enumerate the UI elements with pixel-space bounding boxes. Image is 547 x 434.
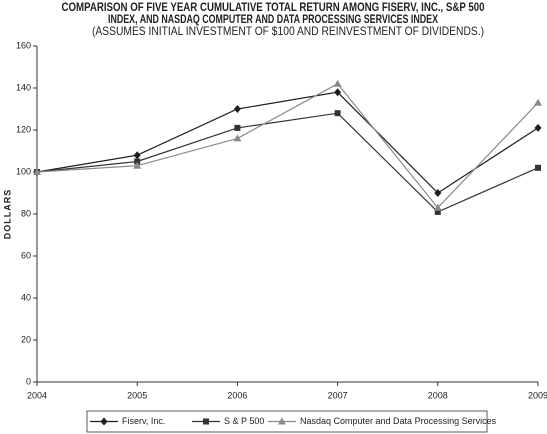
marker: [100, 417, 108, 426]
legend-label: S & P 500: [224, 416, 264, 426]
y-tick-label: 40: [21, 292, 31, 302]
series-line: [36, 112, 539, 213]
legend-label: Fiserv, Inc.: [122, 416, 165, 426]
x-tick-label: 2009: [528, 390, 547, 400]
marker: [233, 105, 241, 113]
x-tick-label: 2008: [428, 390, 448, 400]
marker: [278, 417, 286, 425]
legend-box: [86, 410, 488, 433]
legend-label: Nasdaq Computer and Data Processing Serv…: [300, 416, 497, 426]
marker: [134, 158, 141, 165]
chart-subtitle: (ASSUMES INITIAL INVESTMENT OF $100 AND …: [92, 24, 484, 38]
marker: [234, 124, 241, 131]
y-tick-label: 100: [16, 166, 31, 176]
marker: [434, 208, 441, 215]
y-tick-label: 160: [16, 40, 31, 50]
x-tick-label: 2007: [328, 390, 348, 400]
marker: [434, 189, 442, 197]
marker: [334, 110, 341, 117]
x-tick-label: 2004: [27, 390, 47, 400]
marker: [233, 134, 242, 142]
series-line: [36, 91, 539, 194]
y-tick-label: 0: [26, 376, 31, 386]
series-line: [36, 83, 539, 209]
marker: [535, 164, 541, 171]
marker: [534, 123, 542, 132]
y-axis-label: DOLLARS: [2, 189, 12, 240]
y-tick-label: 60: [21, 250, 31, 260]
chart-title: COMPARISON OF FIVE YEAR CUMULATIVE TOTAL…: [62, 0, 485, 14]
marker: [433, 203, 442, 211]
chart-title: INDEX, AND NASDAQ COMPUTER AND DATA PROC…: [108, 12, 438, 26]
y-tick-label: 20: [21, 334, 31, 344]
marker: [33, 168, 41, 175]
x-tick-label: 2006: [227, 390, 247, 400]
marker: [534, 98, 542, 106]
marker: [203, 418, 209, 425]
x-tick-label: 2005: [127, 390, 147, 400]
marker: [133, 151, 141, 160]
marker: [333, 79, 342, 87]
marker: [334, 88, 342, 97]
y-tick-label: 80: [21, 208, 31, 218]
y-tick-label: 120: [16, 124, 31, 134]
marker: [133, 161, 142, 169]
y-tick-label: 140: [16, 82, 31, 92]
